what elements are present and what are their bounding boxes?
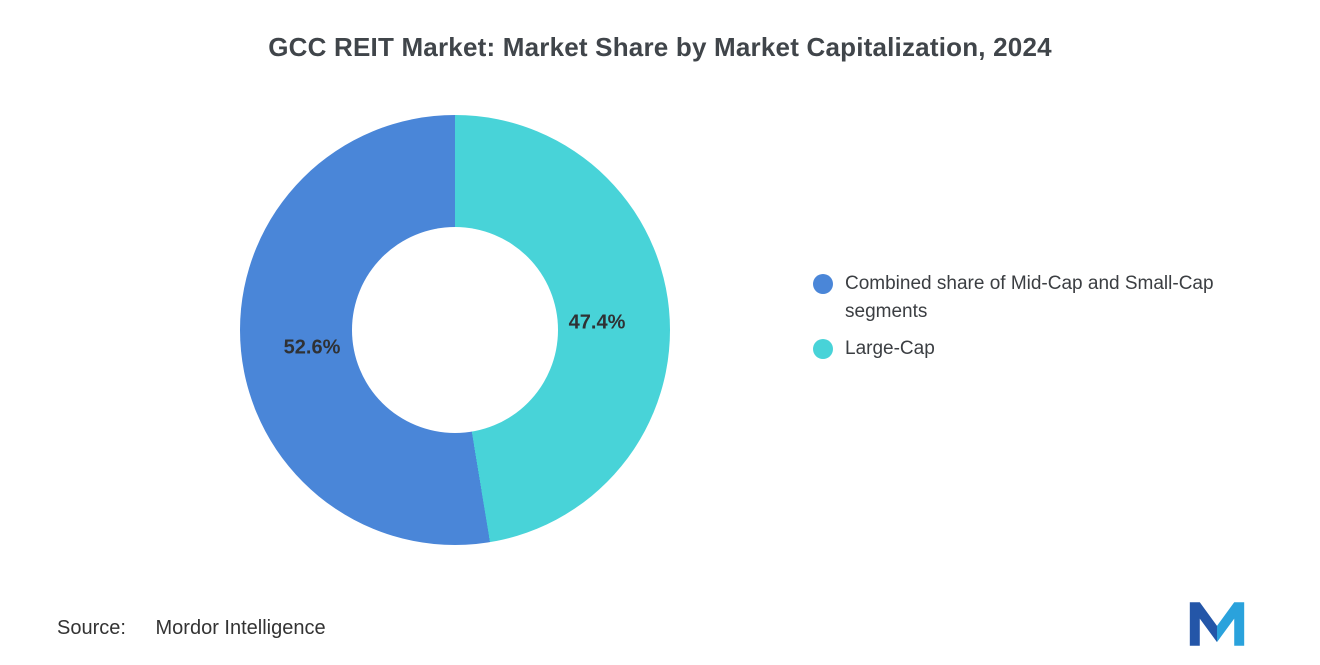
donut-chart: 52.6% 47.4%: [240, 115, 670, 545]
legend-item-mid-small-cap: Combined share of Mid-Cap and Small-Cap …: [813, 270, 1293, 326]
slice-label-large-cap: 47.4%: [568, 311, 626, 334]
slice-label-mid-small-cap: 52.6%: [283, 336, 341, 359]
legend-dot-blue: [813, 274, 833, 294]
source-line: Source: Mordor Intelligence: [57, 617, 326, 640]
legend-dot-teal: [813, 339, 833, 359]
legend-item-large-cap: Large-Cap: [813, 335, 1293, 363]
legend-label-mid-small-cap: Combined share of Mid-Cap and Small-Cap …: [845, 273, 1214, 322]
chart-legend: Combined share of Mid-Cap and Small-Cap …: [813, 270, 1293, 372]
source-text: Mordor Intelligence: [155, 617, 326, 639]
legend-label-large-cap: Large-Cap: [845, 338, 935, 359]
chart-title: GCC REIT Market: Market Share by Market …: [268, 32, 1052, 62]
logo-right-shape: [1217, 602, 1245, 646]
donut-hole: [352, 227, 558, 433]
source-prefix: Source:: [57, 617, 126, 639]
logo-left-shape: [1189, 602, 1217, 646]
mordor-intelligence-logo: [1189, 602, 1245, 646]
